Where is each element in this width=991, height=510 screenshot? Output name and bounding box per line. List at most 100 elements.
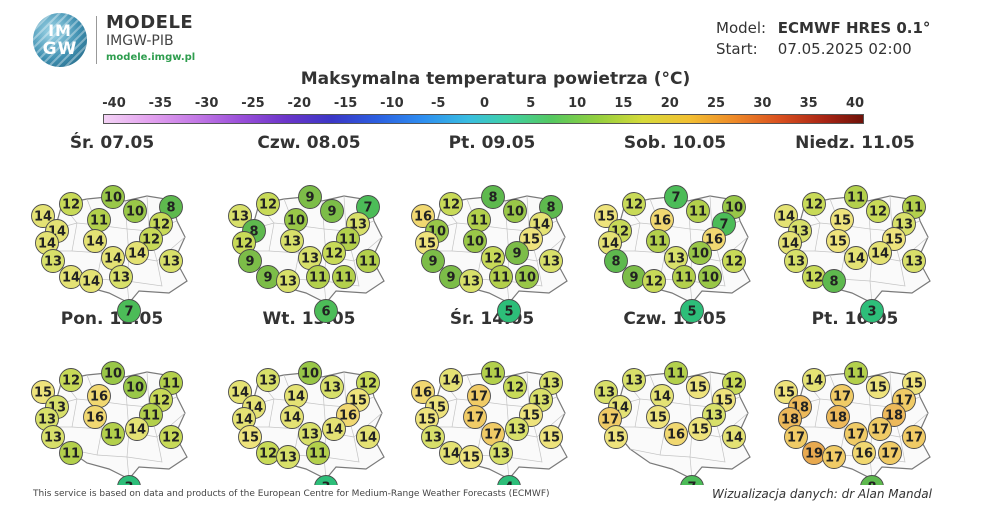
- temperature-marker[interactable]: [411, 380, 435, 404]
- temperature-marker[interactable]: [228, 204, 252, 228]
- temperature-marker[interactable]: [539, 425, 563, 449]
- temperature-marker[interactable]: [256, 192, 280, 216]
- temperature-marker[interactable]: [79, 269, 103, 293]
- temperature-marker[interactable]: [298, 361, 322, 385]
- temperature-marker[interactable]: [826, 229, 850, 253]
- temperature-marker[interactable]: [459, 445, 483, 469]
- temperature-marker[interactable]: [802, 192, 826, 216]
- temperature-marker[interactable]: [497, 475, 521, 486]
- temperature-marker[interactable]: [421, 249, 445, 273]
- temperature-marker[interactable]: [238, 249, 262, 273]
- temperature-marker[interactable]: [59, 368, 83, 392]
- temperature-marker[interactable]: [83, 229, 107, 253]
- temperature-marker[interactable]: [322, 417, 346, 441]
- temperature-marker[interactable]: [356, 425, 380, 449]
- temperature-marker[interactable]: [784, 425, 808, 449]
- temperature-marker[interactable]: [505, 417, 529, 441]
- temperature-marker[interactable]: [688, 417, 712, 441]
- temperature-marker[interactable]: [604, 425, 628, 449]
- temperature-marker[interactable]: [642, 269, 666, 293]
- temperature-marker[interactable]: [280, 229, 304, 253]
- temperature-marker[interactable]: [688, 241, 712, 265]
- temperature-marker[interactable]: [123, 199, 147, 223]
- temperature-marker[interactable]: [31, 204, 55, 228]
- temperature-marker[interactable]: [664, 185, 688, 209]
- temperature-marker[interactable]: [868, 417, 892, 441]
- temperature-marker[interactable]: [320, 199, 344, 223]
- temperature-marker[interactable]: [481, 361, 505, 385]
- temperature-marker[interactable]: [228, 380, 252, 404]
- temperature-marker[interactable]: [594, 204, 618, 228]
- temperature-marker[interactable]: [822, 269, 846, 293]
- temperature-marker[interactable]: [463, 229, 487, 253]
- temperature-marker[interactable]: [101, 185, 125, 209]
- temperature-marker[interactable]: [101, 361, 125, 385]
- temperature-marker[interactable]: [306, 265, 330, 289]
- temperature-marker[interactable]: [622, 368, 646, 392]
- temperature-marker[interactable]: [680, 299, 704, 323]
- temperature-marker[interactable]: [463, 405, 487, 429]
- temperature-marker[interactable]: [298, 185, 322, 209]
- temperature-marker[interactable]: [320, 375, 344, 399]
- temperature-marker[interactable]: [83, 405, 107, 429]
- temperature-marker[interactable]: [539, 249, 563, 273]
- temperature-marker[interactable]: [774, 380, 798, 404]
- temperature-marker[interactable]: [314, 475, 338, 486]
- temperature-marker[interactable]: [503, 375, 527, 399]
- temperature-marker[interactable]: [31, 380, 55, 404]
- temperature-marker[interactable]: [505, 241, 529, 265]
- temperature-marker[interactable]: [866, 375, 890, 399]
- temperature-marker[interactable]: [125, 241, 149, 265]
- temperature-marker[interactable]: [117, 475, 141, 486]
- temperature-marker[interactable]: [722, 425, 746, 449]
- temperature-marker[interactable]: [664, 361, 688, 385]
- temperature-marker[interactable]: [686, 199, 710, 223]
- temperature-marker[interactable]: [322, 241, 346, 265]
- temperature-marker[interactable]: [503, 199, 527, 223]
- temperature-marker[interactable]: [878, 441, 902, 465]
- temperature-marker[interactable]: [686, 375, 710, 399]
- temperature-marker[interactable]: [489, 441, 513, 465]
- temperature-marker[interactable]: [459, 269, 483, 293]
- temperature-marker[interactable]: [59, 441, 83, 465]
- temperature-marker[interactable]: [698, 265, 722, 289]
- temperature-marker[interactable]: [276, 445, 300, 469]
- temperature-marker[interactable]: [101, 422, 125, 446]
- temperature-marker[interactable]: [256, 368, 280, 392]
- temperature-marker[interactable]: [902, 249, 926, 273]
- temperature-marker[interactable]: [822, 445, 846, 469]
- temperature-marker[interactable]: [109, 265, 133, 289]
- temperature-marker[interactable]: [59, 192, 83, 216]
- temperature-marker[interactable]: [868, 241, 892, 265]
- temperature-marker[interactable]: [646, 229, 670, 253]
- temperature-marker[interactable]: [784, 249, 808, 273]
- temperature-marker[interactable]: [421, 425, 445, 449]
- temperature-marker[interactable]: [41, 425, 65, 449]
- temperature-marker[interactable]: [844, 185, 868, 209]
- temperature-marker[interactable]: [117, 299, 141, 323]
- temperature-marker[interactable]: [826, 405, 850, 429]
- temperature-marker[interactable]: [159, 425, 183, 449]
- temperature-marker[interactable]: [41, 249, 65, 273]
- temperature-marker[interactable]: [332, 265, 356, 289]
- temperature-marker[interactable]: [356, 249, 380, 273]
- temperature-marker[interactable]: [722, 249, 746, 273]
- temperature-marker[interactable]: [276, 269, 300, 293]
- temperature-marker[interactable]: [774, 204, 798, 228]
- imgw-logo[interactable]: IM GW: [33, 13, 87, 67]
- temperature-marker[interactable]: [672, 265, 696, 289]
- temperature-marker[interactable]: [844, 246, 868, 270]
- temperature-marker[interactable]: [280, 405, 304, 429]
- temperature-marker[interactable]: [622, 192, 646, 216]
- temperature-marker[interactable]: [314, 299, 338, 323]
- temperature-marker[interactable]: [481, 185, 505, 209]
- temperature-marker[interactable]: [646, 405, 670, 429]
- temperature-marker[interactable]: [860, 475, 884, 486]
- temperature-marker[interactable]: [866, 199, 890, 223]
- temperature-marker[interactable]: [238, 425, 262, 449]
- temperature-marker[interactable]: [411, 204, 435, 228]
- temperature-marker[interactable]: [439, 192, 463, 216]
- temperature-marker[interactable]: [680, 475, 704, 486]
- temperature-marker[interactable]: [860, 299, 884, 323]
- temperature-marker[interactable]: [902, 425, 926, 449]
